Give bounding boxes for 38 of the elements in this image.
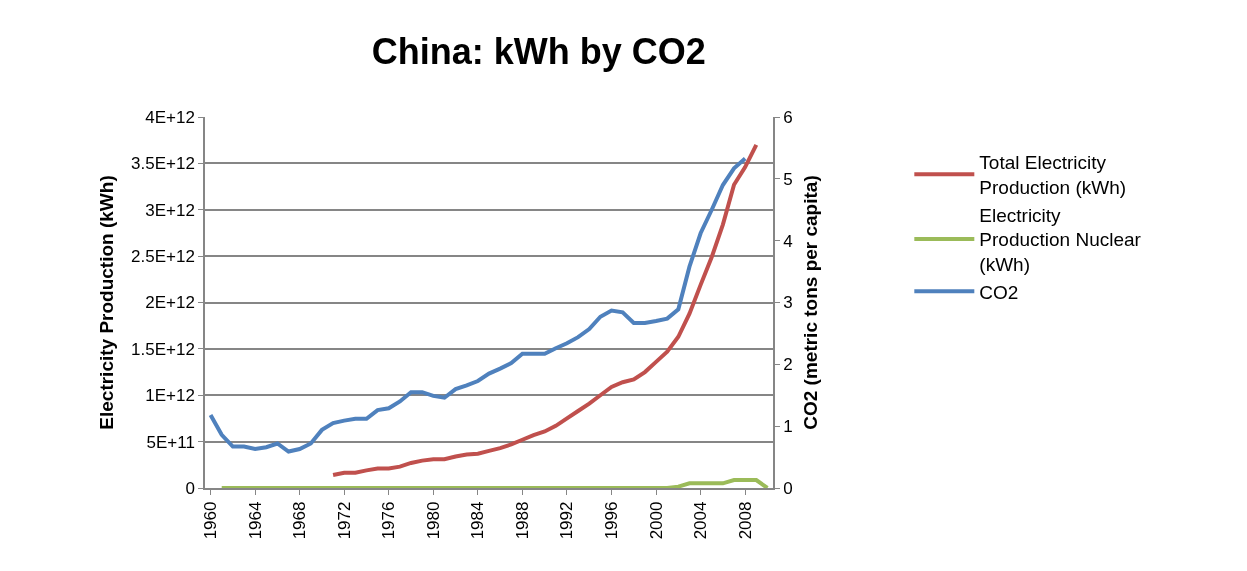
legend-label: Electricity Production Nuclear (kWh) — [979, 204, 1142, 276]
y2-tick-label: 0 — [783, 478, 793, 498]
y2-tick-label: 3 — [783, 293, 793, 313]
line-series — [331, 142, 759, 478]
x-tick-label: 2004 — [691, 501, 711, 540]
y-tick-label: 4E+12 — [145, 107, 195, 127]
x-tick-label: 1988 — [512, 501, 532, 540]
y2-tick-label: 1 — [783, 417, 793, 437]
x-tick-label: 1976 — [379, 501, 399, 540]
y-tick-label: 2E+12 — [145, 293, 195, 313]
chart-title: China: kWh by CO2 — [371, 30, 706, 72]
y2-tick-label: 6 — [783, 107, 793, 127]
y-axis-title: Electricity Production (kWh) — [96, 175, 118, 430]
y2-axis-title: CO2 (metric tons per capita) — [799, 175, 821, 430]
legend-label: CO2 — [979, 281, 1019, 303]
x-tick-label: 1972 — [334, 501, 354, 540]
x-tick-label: 1964 — [245, 501, 265, 540]
y-tick-label: 5E+11 — [146, 432, 195, 452]
y-tick-label: 0 — [185, 478, 195, 498]
x-tick-label: 1968 — [290, 501, 310, 540]
legend-label: Total Electricity Production (kWh) — [979, 152, 1127, 198]
x-tick-label: 1996 — [602, 501, 622, 540]
x-tick-label: 1984 — [468, 501, 488, 540]
x-tick-label: 1992 — [557, 501, 577, 540]
x-tick-label: 1980 — [423, 501, 443, 540]
y2-tick-label: 5 — [783, 169, 793, 189]
y-tick-label: 1.5E+12 — [131, 339, 195, 359]
y-tick-label: 1E+12 — [145, 386, 195, 406]
y2-tick-label: 4 — [783, 231, 793, 251]
x-tick-label: 2008 — [735, 501, 755, 540]
y-tick-label: 3.5E+12 — [131, 154, 195, 174]
line-series — [219, 478, 770, 488]
y-tick-label: 2.5E+12 — [131, 247, 195, 267]
y-tick-label: 3E+12 — [145, 200, 195, 220]
x-tick-label: 1960 — [201, 501, 221, 540]
line-series — [208, 156, 748, 454]
y2-tick-label: 2 — [783, 355, 793, 375]
x-tick-label: 2000 — [646, 501, 666, 540]
